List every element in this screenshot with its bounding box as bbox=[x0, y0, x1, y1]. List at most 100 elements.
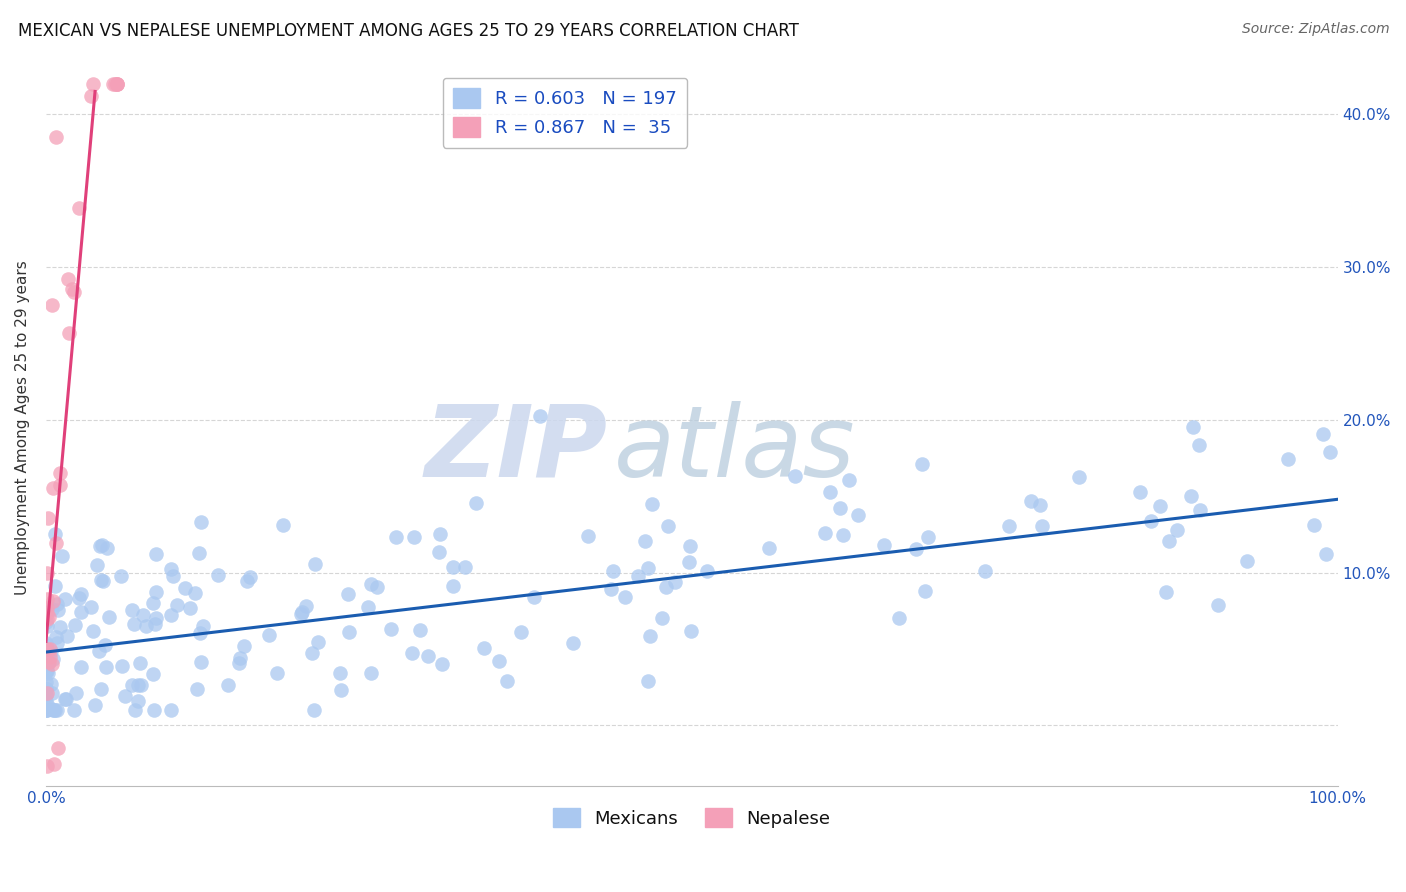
Point bbox=[187, 546, 209, 560]
Point bbox=[145, 585, 167, 599]
Point bbox=[160, 562, 183, 576]
Point bbox=[190, 655, 212, 669]
Point bbox=[217, 678, 239, 692]
Text: MEXICAN VS NEPALESE UNEMPLOYMENT AMONG AGES 25 TO 29 YEARS CORRELATION CHART: MEXICAN VS NEPALESE UNEMPLOYMENT AMONG A… bbox=[18, 22, 799, 40]
Point bbox=[132, 607, 155, 622]
Point bbox=[35, 686, 58, 700]
Point bbox=[83, 698, 105, 713]
Point bbox=[307, 635, 329, 649]
Text: ZIP: ZIP bbox=[425, 401, 607, 498]
Point bbox=[848, 508, 870, 522]
Point bbox=[37, 619, 59, 633]
Point bbox=[56, 272, 79, 286]
Point bbox=[186, 682, 208, 697]
Point bbox=[432, 657, 454, 671]
Point bbox=[329, 666, 352, 681]
Point bbox=[184, 586, 207, 600]
Point bbox=[696, 564, 718, 578]
Point bbox=[602, 564, 624, 578]
Point bbox=[266, 665, 288, 680]
Point bbox=[142, 703, 165, 717]
Point bbox=[35, 688, 58, 702]
Point bbox=[127, 694, 149, 708]
Point bbox=[523, 590, 546, 604]
Point bbox=[35, 681, 58, 696]
Point bbox=[402, 530, 425, 544]
Point bbox=[42, 703, 65, 717]
Text: atlas: atlas bbox=[614, 401, 856, 498]
Point bbox=[678, 556, 700, 570]
Point bbox=[1139, 514, 1161, 528]
Point bbox=[162, 569, 184, 583]
Point bbox=[105, 77, 128, 91]
Point bbox=[44, 526, 66, 541]
Point bbox=[1303, 517, 1326, 532]
Point bbox=[626, 568, 648, 582]
Point bbox=[385, 530, 408, 544]
Point bbox=[55, 692, 77, 706]
Point bbox=[917, 530, 939, 544]
Point bbox=[69, 659, 91, 673]
Point bbox=[90, 539, 112, 553]
Point bbox=[39, 641, 62, 656]
Point bbox=[998, 519, 1021, 533]
Point bbox=[301, 646, 323, 660]
Point bbox=[360, 665, 382, 680]
Point bbox=[529, 409, 551, 424]
Point bbox=[828, 501, 851, 516]
Point bbox=[640, 497, 662, 511]
Point bbox=[160, 703, 183, 717]
Point bbox=[634, 534, 657, 549]
Point bbox=[42, 756, 65, 771]
Point bbox=[1312, 427, 1334, 442]
Point bbox=[35, 664, 58, 678]
Point bbox=[357, 599, 380, 614]
Point bbox=[441, 560, 464, 574]
Point bbox=[758, 541, 780, 556]
Point bbox=[63, 618, 86, 632]
Point bbox=[174, 581, 197, 595]
Point bbox=[122, 617, 145, 632]
Point bbox=[45, 630, 67, 644]
Point bbox=[38, 649, 60, 664]
Point bbox=[651, 611, 673, 625]
Point bbox=[46, 603, 69, 617]
Point bbox=[96, 541, 118, 555]
Point bbox=[55, 691, 77, 706]
Point bbox=[35, 615, 58, 630]
Point bbox=[472, 640, 495, 655]
Point bbox=[1181, 420, 1204, 434]
Point bbox=[35, 703, 58, 717]
Point bbox=[70, 605, 93, 619]
Point bbox=[679, 539, 702, 553]
Point bbox=[291, 605, 314, 619]
Point bbox=[613, 590, 636, 604]
Point bbox=[974, 564, 997, 578]
Point bbox=[41, 686, 63, 700]
Point bbox=[290, 607, 312, 622]
Point bbox=[832, 528, 855, 542]
Point bbox=[62, 703, 84, 717]
Point bbox=[44, 579, 66, 593]
Point bbox=[145, 547, 167, 561]
Point bbox=[128, 656, 150, 670]
Point bbox=[600, 582, 623, 596]
Point bbox=[160, 608, 183, 623]
Point bbox=[46, 741, 69, 756]
Point bbox=[46, 703, 69, 717]
Y-axis label: Unemployment Among Ages 25 to 29 years: Unemployment Among Ages 25 to 29 years bbox=[15, 260, 30, 595]
Point bbox=[640, 629, 662, 643]
Point bbox=[35, 674, 58, 689]
Point bbox=[409, 623, 432, 637]
Point bbox=[42, 703, 65, 717]
Point bbox=[104, 77, 127, 91]
Point bbox=[37, 648, 59, 663]
Point bbox=[67, 591, 90, 605]
Point bbox=[49, 466, 72, 480]
Point bbox=[1149, 500, 1171, 514]
Text: Source: ZipAtlas.com: Source: ZipAtlas.com bbox=[1241, 22, 1389, 37]
Point bbox=[366, 580, 388, 594]
Point bbox=[129, 678, 152, 692]
Point bbox=[1188, 502, 1211, 516]
Point bbox=[429, 544, 451, 558]
